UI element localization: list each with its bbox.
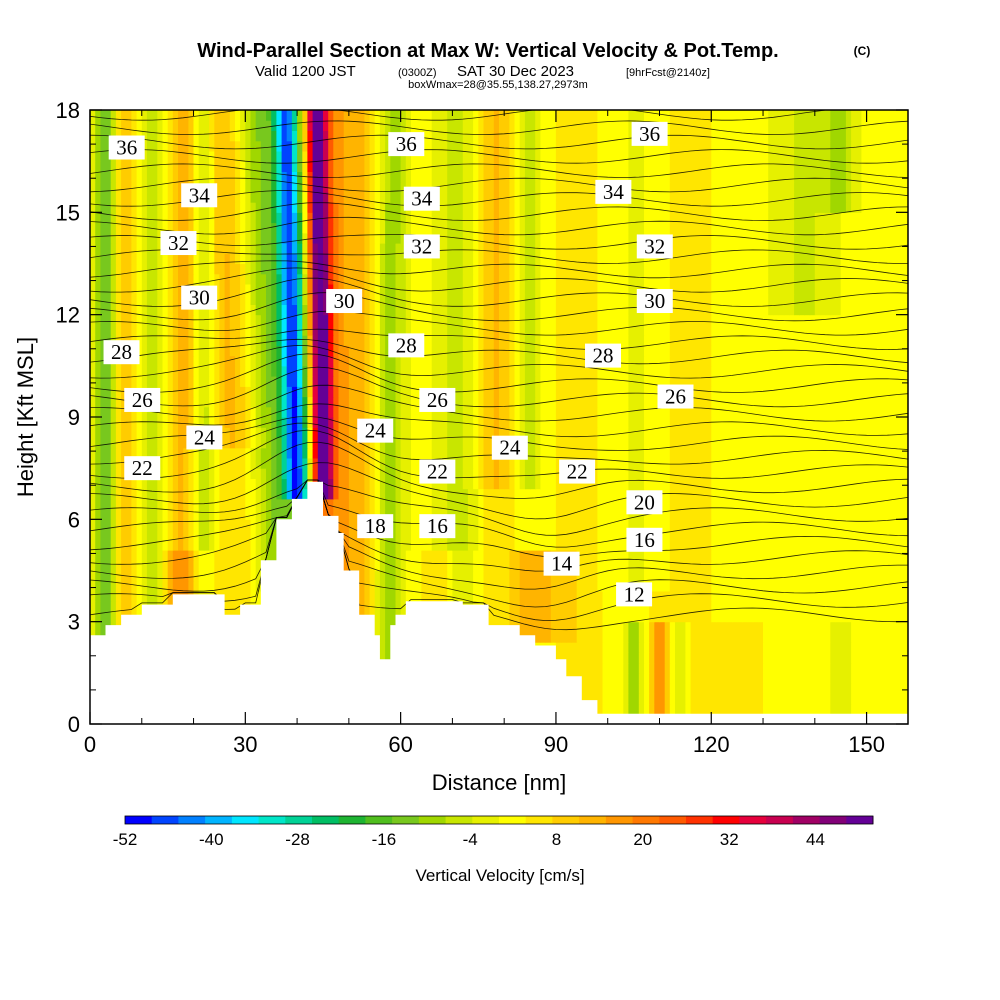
colorbar-swatch [418, 816, 447, 824]
contour-label: 18 [357, 514, 394, 539]
contour-label: 32 [403, 234, 440, 259]
colorbar-swatch [846, 816, 874, 824]
y-tick-label: 9 [68, 405, 80, 430]
contour-label: 32 [160, 231, 197, 256]
colorbar-tick-label: -40 [199, 830, 224, 849]
contour-label: 36 [388, 132, 425, 157]
plot-area: 36 36 36 34 34 34 32 32 32 30 30 30 28 28 28 26 26 26 24 24… [90, 110, 908, 724]
colorbar-swatch [445, 816, 473, 824]
contour-label: 24 [186, 425, 223, 450]
contour-label: 36 [108, 135, 145, 160]
chart-title: Wind-Parallel Section at Max W: Vertical… [197, 40, 778, 62]
colorbar-swatch [285, 816, 313, 824]
theta-contours [90, 110, 908, 631]
y-tick-label: 18 [56, 98, 80, 123]
colorbar-swatch [178, 816, 206, 824]
colorbar-swatch [766, 816, 794, 824]
x-tick-label: 90 [544, 732, 568, 757]
contour-label: 16 [626, 527, 663, 552]
x-tick-label: 150 [848, 732, 885, 757]
colorbar-swatch [365, 816, 393, 824]
colorbar-tick-label: 32 [720, 830, 739, 849]
colorbar-swatch [579, 816, 607, 824]
contour-label: 20 [626, 490, 663, 515]
contour-label: 36 [631, 121, 668, 146]
contour-label: 30 [181, 285, 218, 310]
x-tick-label: 60 [388, 732, 412, 757]
colorbar-swatch [499, 816, 527, 824]
forecast-info: [9hrFcst@2140z] [626, 67, 710, 79]
contour-label: 22 [559, 459, 596, 484]
colorbar-swatch [472, 816, 500, 824]
contour-label: 34 [403, 186, 440, 211]
valid-date: SAT 30 Dec 2023 [457, 63, 574, 80]
contour-label: 34 [181, 183, 218, 208]
colorbar-swatch [125, 816, 153, 824]
contour-label: 26 [657, 384, 694, 409]
contour-label: 28 [585, 343, 622, 368]
copyright-mark: (C) [854, 44, 871, 58]
colorbar-tick-label: -52 [113, 830, 138, 849]
x-axis-label: Distance [nm] [432, 770, 567, 795]
colorbar-swatch [739, 816, 767, 824]
colorbar-swatch [819, 816, 847, 824]
y-tick-label: 0 [68, 712, 80, 737]
colorbar-swatch [632, 816, 660, 824]
valid-time-prefix: Valid 1200 JST [255, 63, 356, 80]
colorbar-swatch [312, 816, 340, 824]
contour-label: 24 [357, 418, 394, 443]
contour-label: 30 [636, 289, 673, 314]
colorbar-swatch [151, 816, 179, 824]
contour-label: 12 [616, 582, 653, 607]
y-tick-label: 12 [56, 303, 80, 328]
colorbar-tick-label: -16 [372, 830, 397, 849]
y-tick-label: 15 [56, 200, 80, 225]
contour-label: 26 [419, 387, 456, 412]
colorbar-swatch [686, 816, 714, 824]
y-tick-label: 6 [68, 507, 80, 532]
contour-label: 16 [419, 514, 456, 539]
colorbar-label: Vertical Velocity [cm/s] [415, 866, 584, 885]
x-axis: 0 30 60 90 120 150 [84, 110, 885, 757]
y-axis-label: Height [Kft MSL] [13, 337, 38, 497]
y-tick-label: 3 [68, 610, 80, 635]
colorbar-tick-label: -4 [463, 830, 478, 849]
contour-label: 14 [543, 551, 580, 576]
colorbar-swatch [792, 816, 821, 824]
contour-label: 26 [124, 387, 161, 412]
colorbar: -52 -40 -28 -16 -4 8 20 32 44 [113, 815, 874, 849]
colorbar-tick-label: 8 [552, 830, 561, 849]
terrain [90, 481, 908, 724]
contour-label: 30 [326, 289, 363, 314]
colorbar-swatch [338, 816, 366, 824]
colorbar-swatch [258, 816, 286, 824]
colorbar-tick-label: -28 [285, 830, 310, 849]
colorbar-tick-label: 44 [806, 830, 825, 849]
colorbar-swatch [231, 816, 260, 824]
valid-time-utc: (0300Z) [398, 67, 437, 79]
contour-label: 24 [491, 435, 528, 460]
colorbar-swatch [659, 816, 687, 824]
x-tick-label: 120 [693, 732, 730, 757]
contour-label: 34 [595, 179, 632, 204]
colorbar-tick-label: 20 [633, 830, 652, 849]
x-tick-label: 0 [84, 732, 96, 757]
colorbar-swatch [605, 816, 634, 824]
colorbar-swatch [392, 816, 420, 824]
theta-contour-labels: 36 36 36 34 34 34 32 32 32 30 30 30 28 28 28 26 26 26 24 24… [103, 121, 694, 607]
colorbar-swatch [525, 816, 553, 824]
contour-label: 28 [103, 340, 140, 365]
x-tick-label: 30 [233, 732, 257, 757]
contour-label: 28 [388, 333, 425, 358]
contour-label: 22 [124, 456, 161, 481]
contour-label: 32 [636, 234, 673, 259]
contour-label: 22 [419, 459, 456, 484]
box-wmax-info: boxWmax=28@35.55,138.27,2973m [408, 79, 588, 91]
colorbar-swatch [712, 816, 740, 824]
colorbar-swatch [552, 816, 580, 824]
colorbar-swatch [205, 816, 233, 824]
